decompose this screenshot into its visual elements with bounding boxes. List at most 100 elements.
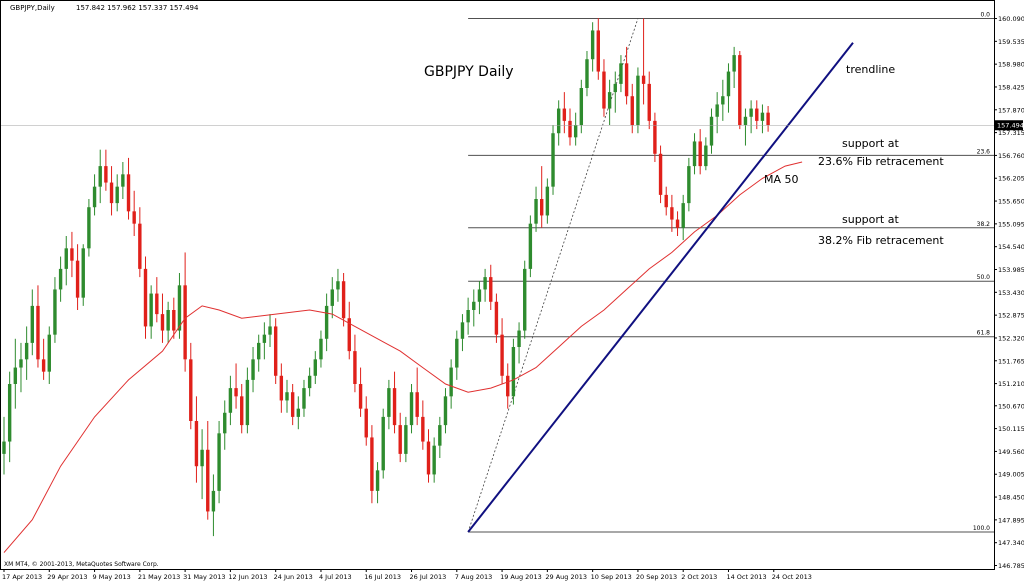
candle-body [194, 421, 199, 467]
candle-body [404, 425, 408, 454]
candle-body [721, 96, 725, 105]
candle-body [443, 396, 448, 426]
y-tick-label: 150.115 [998, 425, 1024, 433]
y-tick-label: 152.320 [998, 334, 1024, 342]
y-tick-label: 149.005 [998, 471, 1024, 479]
candle-body [607, 92, 612, 109]
candle-body [675, 219, 680, 228]
y-tick-label: 147.895 [998, 516, 1024, 524]
candle-body [364, 408, 368, 438]
candle-body [217, 433, 221, 491]
candle-body [438, 425, 442, 446]
candle-body [681, 203, 685, 228]
candle-body [545, 186, 550, 216]
x-tick-label: 31 May 2013 [183, 573, 225, 581]
candle-body [98, 166, 102, 187]
y-tick-label: 154.540 [998, 243, 1024, 251]
candle-body [149, 293, 153, 327]
candle-body [579, 88, 584, 125]
candle-body [426, 441, 431, 475]
candle-body [743, 116, 748, 125]
fibonacci-retracement: 0.0 23.6 38.2 50.0 61.8 100.0 [467, 12, 994, 533]
x-tick-label: 2 Oct 2013 [681, 573, 717, 581]
trendline-group [1, 42, 994, 533]
candle-body [692, 141, 697, 167]
x-tick-label: 4 Jul 2013 [319, 573, 352, 581]
y-tick-label: 158.425 [998, 83, 1024, 91]
candle-body [155, 293, 159, 315]
candle-body [36, 305, 40, 360]
candle-body [189, 359, 193, 421]
time-axis: 17 Apr 2013 29 Apr 2013 9 May 2013 21 May 2… [2, 569, 812, 581]
y-tick-label: 156.760 [998, 152, 1024, 160]
candle-body [517, 330, 521, 347]
candle-body [540, 199, 544, 216]
x-tick-label: 16 Jul 2013 [364, 573, 401, 581]
candle-body [664, 194, 668, 208]
candle-body [7, 384, 12, 442]
candle-body [330, 289, 334, 306]
candle-body [58, 268, 63, 290]
candle-body [273, 326, 278, 376]
candle-body [766, 112, 770, 126]
candle-body [483, 277, 487, 290]
candle-body [585, 59, 589, 88]
x-tick-label: 20 Sep 2013 [636, 573, 677, 581]
candle-body [647, 83, 651, 121]
candle-body [494, 301, 499, 335]
candle-body [262, 334, 267, 343]
candle-body [104, 166, 108, 183]
candle-body [523, 268, 527, 331]
candle-body [75, 260, 80, 298]
candle-body [109, 182, 114, 204]
ohlc-values: 157.842 157.962 157.337 157.494 [76, 4, 199, 12]
y-tick-label: 155.095 [998, 220, 1024, 228]
fib-level-label: 38.2 [977, 221, 991, 228]
candle-body [347, 318, 351, 352]
candle-body [511, 347, 516, 397]
current-price-box [995, 120, 1023, 131]
candle-body [143, 268, 148, 327]
candle-body [228, 388, 233, 413]
candle-body [375, 470, 380, 491]
candle-body [489, 277, 493, 302]
candle-body [704, 145, 708, 167]
candle-body [257, 342, 261, 360]
candle-body [87, 207, 91, 249]
y-tick-label: 148.450 [998, 494, 1024, 502]
candle-body [211, 490, 216, 512]
candle-body [126, 174, 131, 212]
candle-body [687, 166, 691, 204]
candlesticks [2, 18, 770, 537]
candle-body [53, 289, 57, 335]
candle-body [64, 248, 68, 269]
y-tick-label: 150.670 [998, 402, 1024, 410]
candle-body [641, 75, 646, 84]
candle-body [534, 199, 538, 224]
x-tick-label: 29 Aug 2013 [545, 573, 587, 581]
fib-level-label: 100.0 [973, 525, 990, 532]
y-tick-label: 157.870 [998, 106, 1024, 114]
candle-body [596, 30, 600, 72]
x-tick-label: 29 Apr 2013 [47, 573, 87, 581]
y-tick-label: 157.315 [998, 129, 1024, 137]
y-tick-label: 153.430 [998, 289, 1024, 297]
current-price-label: 157.494 [997, 122, 1024, 130]
candle-body [245, 379, 250, 426]
x-tick-label: 21 May 2013 [138, 573, 180, 581]
candle-body [13, 367, 18, 384]
trendline-label: trendline [846, 63, 895, 76]
candle-body [81, 248, 85, 298]
price-axis: 160.090 159.535 158.980 158.425 157.870 157.3… [994, 15, 1024, 570]
candle-body [234, 388, 238, 397]
x-tick-label: 19 Aug 2013 [500, 573, 542, 581]
candle-body [726, 71, 731, 97]
candle-body [353, 351, 357, 384]
candle-body [172, 310, 176, 331]
candle-body [562, 108, 567, 121]
candle-body [177, 285, 182, 331]
candle-body [296, 408, 301, 417]
candle-body [636, 75, 640, 125]
candle-body [398, 425, 402, 454]
